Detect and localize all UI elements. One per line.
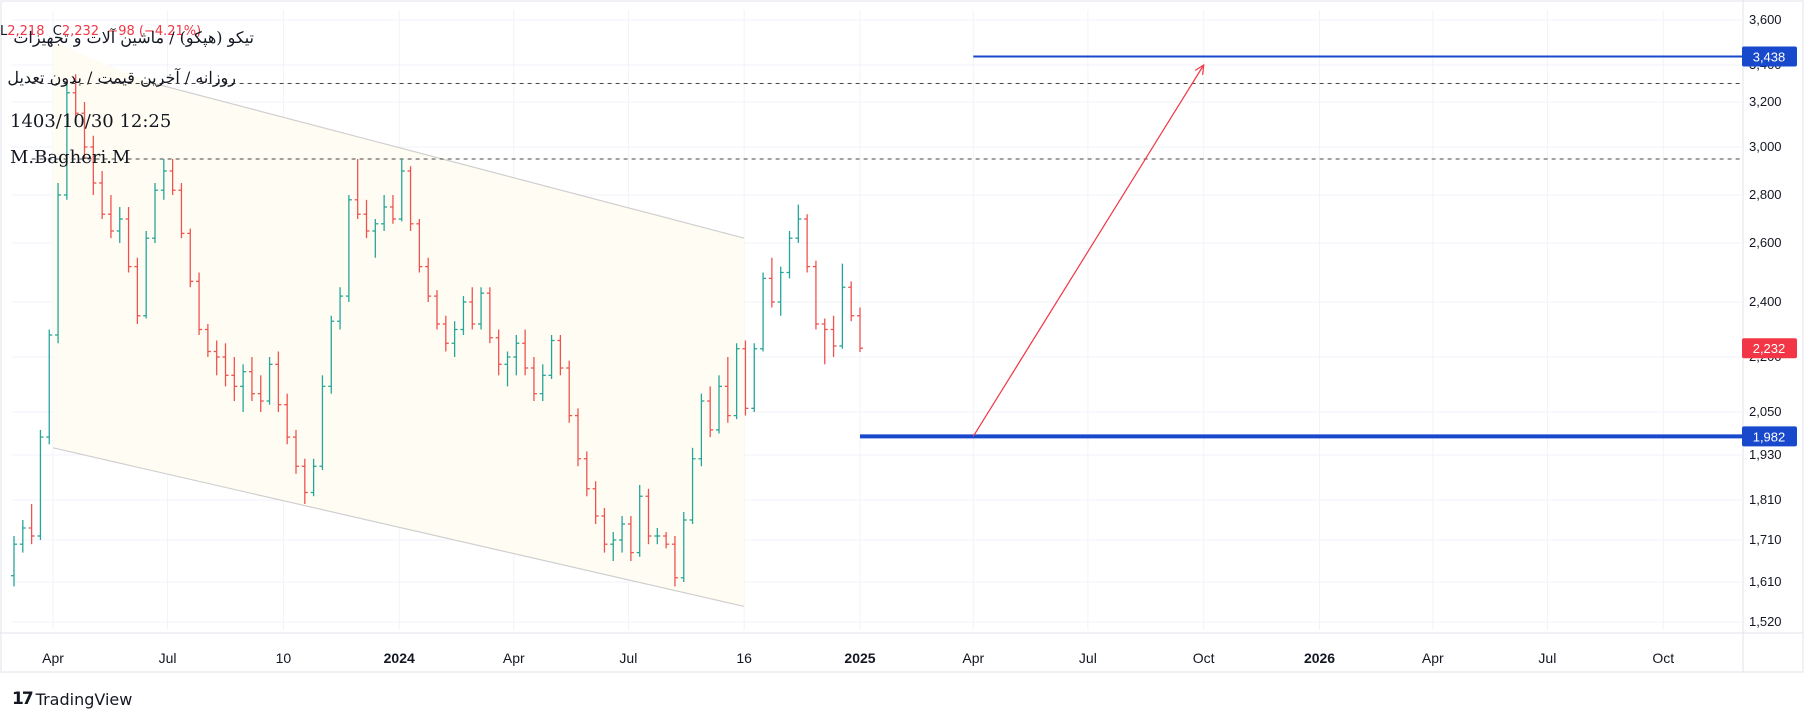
- close-value: 2,232: [61, 24, 100, 39]
- price-tick-label: 1,810: [1749, 492, 1782, 507]
- price-tick-label: 1,710: [1749, 532, 1782, 547]
- tradingview-logo-icon: 17: [12, 689, 34, 709]
- price-tick-label: 1,610: [1749, 574, 1782, 589]
- time-tick-label: 16: [736, 650, 752, 666]
- chart-datetime: 1403/10/30 12:25: [10, 111, 172, 132]
- time-tick-label: 2026: [1304, 650, 1335, 666]
- price-tick-label: 3,200: [1749, 94, 1782, 109]
- time-tick-label: Jul: [159, 650, 177, 666]
- projection-arrow-head: [1194, 63, 1205, 76]
- level-price-tag: 1,982: [1753, 429, 1786, 444]
- symbol-title: تیکو (هپکو) / ماشین آلات و تجهیزات: [13, 28, 254, 47]
- price-tick-label: 1,520: [1749, 614, 1782, 629]
- channel-lower-line: [52, 447, 745, 608]
- time-tick-label: 2024: [384, 650, 415, 666]
- tradingview-logo[interactable]: 17 TradingView: [12, 689, 132, 709]
- time-tick-label: Jul: [1538, 650, 1556, 666]
- time-tick-label: Jul: [619, 650, 637, 666]
- tradingview-logo-text: TradingView: [35, 689, 133, 709]
- price-tick-label: 3,600: [1749, 12, 1782, 27]
- low-value: 2,218: [7, 24, 45, 39]
- last-price-tag-bg: [1742, 338, 1797, 359]
- time-tick-label: Apr: [503, 650, 525, 666]
- price-tick-label: 2,600: [1749, 235, 1782, 250]
- ohlc-readout: L2,218 C2,232 −98 (−4.21%): [0, 24, 201, 39]
- channel-fill: [53, 41, 745, 607]
- last-price-tag: 2,232: [1753, 341, 1786, 356]
- time-tick-label: Apr: [1422, 650, 1444, 666]
- chart-frame: [0, 0, 1804, 673]
- projection-arrow-line: [972, 64, 1205, 437]
- level-price-tag-bg: [1742, 426, 1797, 447]
- price-tick-label: 2,800: [1749, 187, 1782, 202]
- chart-subtitle: روزانه / آخرین قیمت / بدون تعدیل: [7, 68, 236, 87]
- price-tick-label: 1,930: [1749, 447, 1782, 462]
- chart-author: M.Bagheri.M: [10, 147, 131, 168]
- time-tick-label: Apr: [42, 650, 64, 666]
- change-value: −98 (−4.21%): [107, 24, 202, 39]
- time-tick-label: Apr: [962, 650, 984, 666]
- price-tick-label: 2,050: [1749, 404, 1782, 419]
- level-price-tag: 3,438: [1753, 49, 1786, 64]
- low-key: L: [0, 24, 8, 39]
- time-tick-label: 2025: [844, 650, 875, 666]
- time-tick-label: Oct: [1652, 650, 1674, 666]
- price-tick-label: 2,400: [1749, 294, 1782, 309]
- time-tick-label: Jul: [1079, 650, 1097, 666]
- price-tick-label: 3,000: [1749, 139, 1782, 154]
- time-tick-label: Oct: [1193, 650, 1215, 666]
- channel-upper-line: [147, 81, 745, 239]
- level-price-tag-bg: [1742, 46, 1797, 67]
- time-tick-label: 10: [276, 650, 292, 666]
- close-key: C: [52, 24, 62, 39]
